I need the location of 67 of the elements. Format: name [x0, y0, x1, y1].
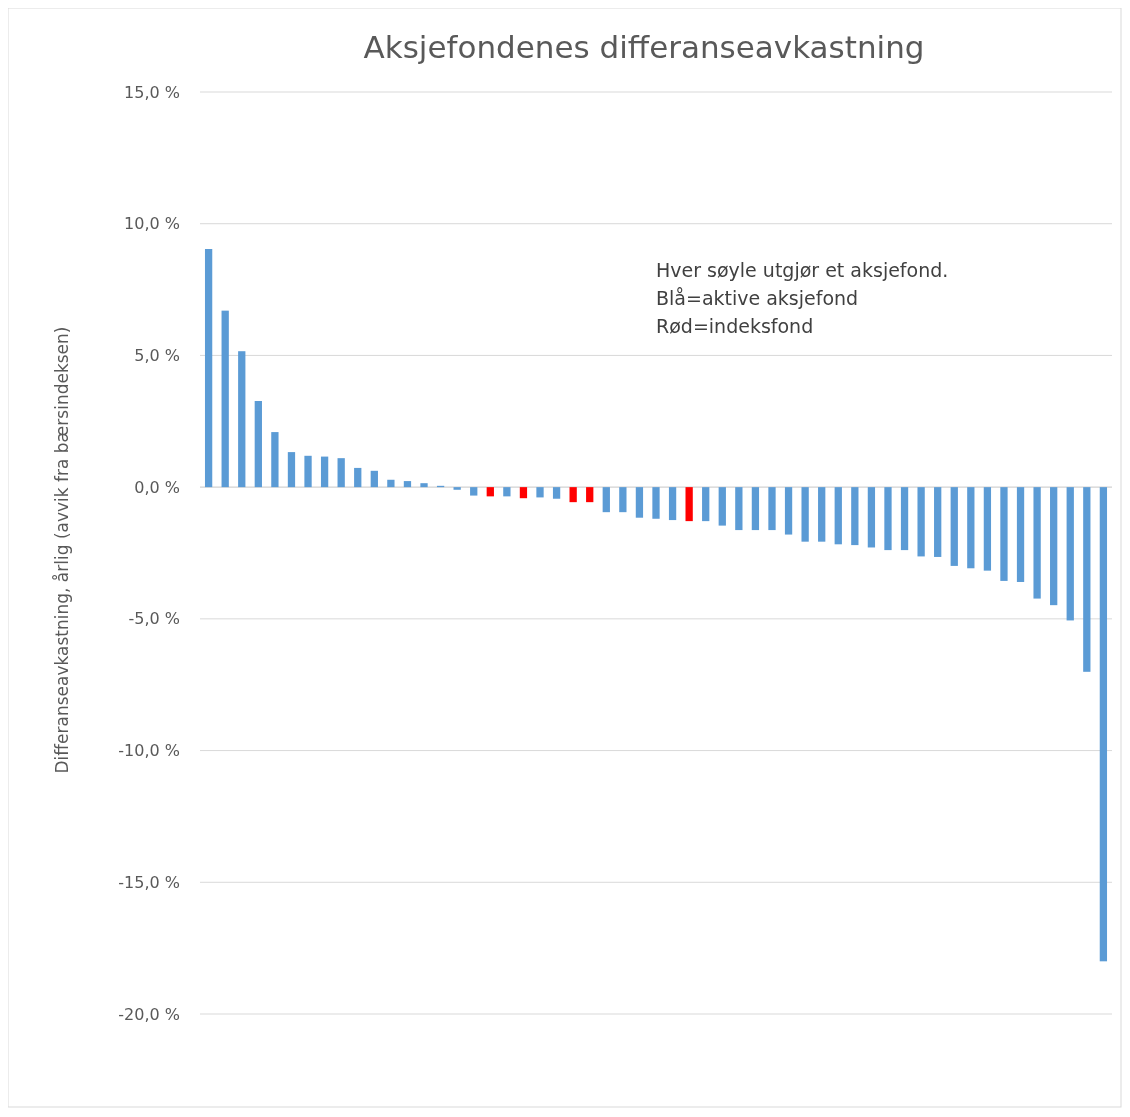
bar: [784, 487, 793, 535]
bar: [271, 432, 279, 488]
bar: [718, 487, 726, 526]
bar: [569, 487, 577, 503]
y-tick-label: -20,0 %: [118, 1004, 180, 1024]
bar: [354, 467, 362, 488]
bar: [801, 487, 809, 542]
bar: [1000, 487, 1008, 581]
bar: [735, 487, 743, 531]
y-tick-label: -10,0 %: [118, 741, 180, 761]
bar: [238, 351, 246, 488]
bar: [204, 249, 213, 488]
y-tick-label: 0,0 %: [134, 477, 180, 497]
bar: [702, 487, 710, 522]
bar: [254, 401, 262, 488]
bar: [1066, 487, 1074, 621]
bar: [867, 487, 876, 548]
bar: [420, 483, 428, 488]
bar: [834, 487, 842, 545]
y-tick-label: -5,0 %: [128, 609, 180, 629]
annotation: Hver søyle utgjør et aksjefond.: [656, 258, 949, 281]
bar: [370, 470, 378, 488]
bar: [950, 487, 958, 566]
bar: [635, 487, 644, 518]
bar: [1033, 487, 1041, 599]
bar: [602, 487, 610, 513]
bar: [486, 487, 494, 497]
y-tick-label: 15,0 %: [124, 82, 180, 102]
bar: [934, 487, 942, 557]
bar: [768, 487, 776, 531]
bar: [818, 487, 826, 542]
bar: [453, 487, 461, 490]
y-tick-label: 10,0 %: [124, 214, 180, 234]
bar: [221, 310, 229, 488]
bar: [685, 487, 693, 522]
annotation: Blå=aktive aksjefond: [656, 286, 859, 309]
bar: [851, 487, 859, 546]
bar: [751, 487, 760, 531]
bar: [519, 487, 528, 499]
bar: [536, 487, 544, 498]
bar: [1016, 487, 1025, 582]
bar: [403, 481, 412, 488]
bar: [503, 487, 511, 497]
annotation: Rød=indeksfond: [656, 314, 814, 337]
bar: [552, 487, 561, 499]
bar: [1083, 487, 1091, 672]
bar: [967, 487, 975, 569]
bar: [900, 487, 909, 551]
bar: [586, 487, 594, 503]
bar: [470, 487, 478, 496]
bar: [983, 487, 992, 571]
bar: [1050, 487, 1058, 606]
y-tick-label: -15,0 %: [118, 872, 180, 892]
bar: [884, 487, 892, 551]
y-tick-label: 5,0 %: [134, 346, 180, 366]
bar: [287, 452, 296, 488]
chart-title: Aksjefondenes differanseavkastning: [363, 29, 925, 65]
bar: [1099, 487, 1108, 962]
bar: [387, 479, 395, 488]
bar: [337, 458, 345, 488]
bar: [917, 487, 925, 557]
bar: [652, 487, 660, 519]
bar: [668, 487, 677, 521]
bar: [320, 456, 329, 488]
bar: [619, 487, 627, 513]
y-axis-title: Differanseavkastning, årlig (avvik fra bærsindeksen): [52, 326, 72, 774]
bar: [304, 455, 312, 488]
